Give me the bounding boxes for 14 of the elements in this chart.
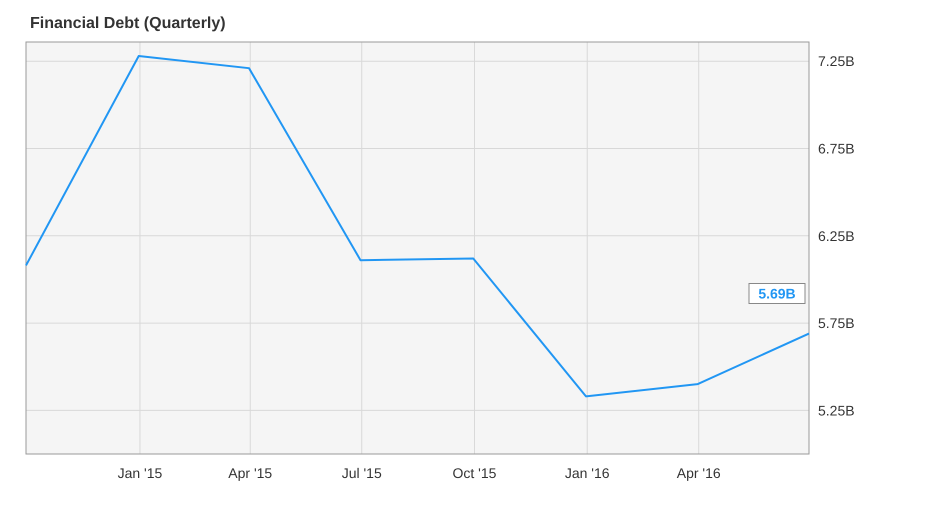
y-tick-label: 6.75B — [818, 140, 855, 156]
x-tick-label: Jul '15 — [342, 465, 382, 481]
x-tick-label: Oct '15 — [452, 465, 497, 481]
data-label: 5.69B — [758, 286, 796, 302]
chart-title: Financial Debt (Quarterly) — [30, 15, 226, 32]
line-series — [25, 54, 810, 398]
x-tick-label: Apr '15 — [228, 465, 272, 481]
x-tick-label: Apr '16 — [676, 465, 721, 481]
y-tick-label: 7.25B — [818, 53, 855, 70]
y-tick-label: 6.25B — [818, 228, 855, 244]
y-tick-label: 5.25B — [818, 402, 855, 418]
y-tick-label: 5.75B — [818, 315, 855, 332]
x-tick-label: Jan '15 — [118, 465, 163, 481]
x-tick-label: Jan '16 — [564, 465, 610, 481]
